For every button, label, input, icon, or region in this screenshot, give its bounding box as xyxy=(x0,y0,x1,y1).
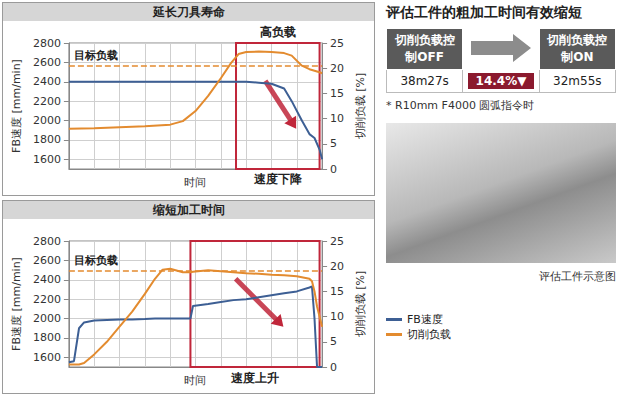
svg-text:1800: 1800 xyxy=(33,133,61,146)
svg-text:FB速度 [mm/min]: FB速度 [mm/min] xyxy=(10,257,23,351)
svg-text:5: 5 xyxy=(330,137,337,150)
html-text:延长刀具寿命: 延长刀具寿命 xyxy=(152,5,225,19)
html-text:* R10mm F4000 圆弧指令时: * R10mm F4000 圆弧指令时 xyxy=(386,99,535,112)
svg-text:FB速度 [mm/min]: FB速度 [mm/min] xyxy=(10,59,23,153)
svg-text:2000: 2000 xyxy=(33,114,61,127)
svg-text:20: 20 xyxy=(330,62,344,75)
svg-text:25: 25 xyxy=(330,235,344,248)
svg-text:2000: 2000 xyxy=(33,312,61,325)
html-text:38m27s: 38m27s xyxy=(400,74,449,88)
svg-text:1600: 1600 xyxy=(33,153,61,166)
svg-text:速度上升: 速度上升 xyxy=(230,371,279,385)
svg-text:目标负载: 目标负载 xyxy=(74,49,118,62)
svg-text:1800: 1800 xyxy=(33,331,61,344)
html-text:14.4%▼: 14.4%▼ xyxy=(475,74,527,88)
svg-text:2600: 2600 xyxy=(33,254,61,267)
html-text:评估工件的粗加工时间有效缩短: 评估工件的粗加工时间有效缩短 xyxy=(386,4,582,20)
html-text:缩短加工时间: 缩短加工时间 xyxy=(152,203,225,217)
svg-text:20: 20 xyxy=(330,260,344,273)
svg-text:2200: 2200 xyxy=(33,95,61,108)
svg-text:10: 10 xyxy=(330,310,344,323)
svg-text:切削负载 [%]: 切削负载 [%] xyxy=(354,73,367,140)
svg-text:0: 0 xyxy=(330,361,337,374)
svg-text:时间: 时间 xyxy=(184,176,206,189)
svg-text:25: 25 xyxy=(330,37,344,50)
svg-text:0: 0 xyxy=(330,163,337,176)
svg-text:5: 5 xyxy=(330,335,337,348)
svg-text:时间: 时间 xyxy=(184,374,206,387)
svg-text:10: 10 xyxy=(330,112,344,125)
svg-text:2400: 2400 xyxy=(33,75,61,88)
svg-text:目标负载: 目标负载 xyxy=(74,254,118,267)
svg-text:15: 15 xyxy=(330,285,344,298)
svg-text:1600: 1600 xyxy=(33,351,61,364)
svg-text:速度下降: 速度下降 xyxy=(253,172,303,186)
html-text:切削负载: 切削负载 xyxy=(407,328,451,341)
svg-text:高负载: 高负载 xyxy=(260,25,296,39)
svg-text:2800: 2800 xyxy=(33,37,61,50)
svg-text:2600: 2600 xyxy=(33,56,61,69)
svg-text:2400: 2400 xyxy=(33,273,61,286)
html-text:切削负载控制OFF: 切削负载控制OFF xyxy=(394,33,455,64)
svg-text:2800: 2800 xyxy=(33,235,61,248)
html-text:FB速度: FB速度 xyxy=(407,313,443,326)
html-text:切削负载控制ON: 切削负载控制ON xyxy=(547,33,608,64)
html-text:32m55s: 32m55s xyxy=(553,74,602,88)
svg-text:15: 15 xyxy=(330,87,344,100)
html-text:评估工件示意图: 评估工件示意图 xyxy=(539,270,616,283)
svg-text:2200: 2200 xyxy=(33,293,61,306)
svg-text:切削负载 [%]: 切削负载 [%] xyxy=(354,271,367,338)
